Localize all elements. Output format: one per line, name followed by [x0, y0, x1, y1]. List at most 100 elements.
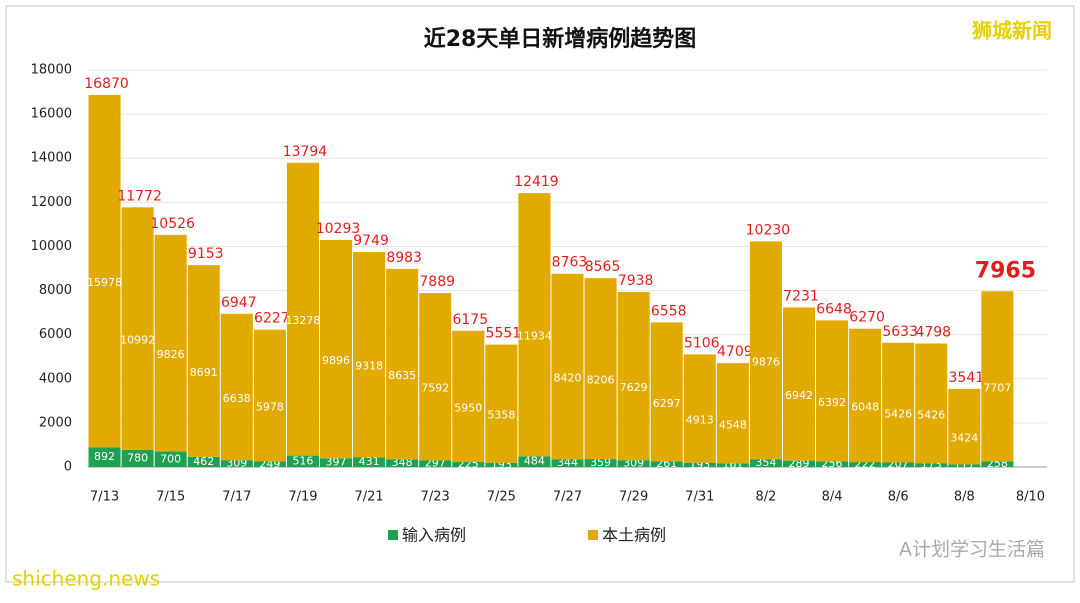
legend-swatch	[588, 530, 598, 540]
bar-segment	[584, 459, 617, 467]
x-tick-label: 8/2	[755, 490, 776, 505]
segment-label: 359	[590, 456, 611, 469]
segment-label: 6297	[653, 397, 681, 410]
x-tick-label: 7/25	[487, 490, 516, 505]
total-label: 3541	[949, 370, 985, 386]
segment-label: 6048	[851, 400, 879, 413]
y-tick-label: 14000	[31, 151, 72, 166]
bar-segment	[485, 462, 518, 467]
bar-segment	[88, 447, 121, 467]
total-label: 6648	[816, 301, 852, 317]
segment-label: 6392	[818, 396, 846, 409]
total-label: 8763	[552, 255, 588, 271]
bar-segment	[617, 291, 650, 461]
segment-label: 13278	[285, 314, 320, 327]
segment-label: 780	[127, 451, 148, 464]
segment-label: 892	[94, 450, 115, 463]
bar-segment	[253, 329, 286, 462]
segment-label: 354	[755, 456, 776, 469]
bar-segment	[353, 251, 386, 458]
legend-swatch	[388, 530, 398, 540]
x-tick-label: 8/8	[954, 490, 975, 505]
bar-segment	[584, 278, 617, 460]
segment-label: 397	[326, 456, 347, 469]
bar-segment	[981, 461, 1014, 467]
y-tick-label: 16000	[31, 107, 72, 122]
segment-label: 516	[292, 454, 313, 467]
segment-label: 6638	[223, 392, 251, 405]
y-tick-label: 6000	[39, 327, 72, 342]
bar-segment	[154, 451, 187, 467]
x-tick-label: 7/31	[685, 490, 714, 505]
total-label: 7965	[975, 258, 1036, 283]
total-label: 12419	[514, 174, 559, 190]
segment-label: 8420	[554, 372, 582, 385]
segment-label: 431	[359, 455, 380, 468]
y-tick-label: 18000	[31, 63, 72, 78]
bar-segment	[419, 460, 452, 467]
segment-label: 7707	[983, 381, 1011, 394]
segment-label: 5978	[256, 401, 284, 414]
total-label: 7938	[618, 273, 654, 289]
bar-segment	[88, 94, 121, 448]
segment-label: 9876	[752, 355, 780, 368]
segment-label: 5426	[884, 408, 912, 421]
chart-title: 近28天单日新增病例趋势图	[424, 26, 697, 52]
segment-label: 8206	[587, 374, 615, 387]
bar-segment	[782, 460, 816, 467]
total-label: 5551	[486, 326, 522, 342]
bar-segment	[716, 463, 749, 467]
total-label: 16870	[84, 76, 129, 92]
bar-segment	[683, 462, 716, 467]
total-label: 6227	[254, 311, 290, 327]
bar-segment	[253, 461, 286, 467]
bar-segment	[386, 268, 419, 460]
bar-segment	[617, 460, 650, 467]
x-tick-label: 8/10	[1016, 490, 1045, 505]
bar-segment	[452, 462, 485, 467]
x-tick-label: 7/21	[354, 490, 383, 505]
segment-label: 9318	[355, 360, 383, 373]
bar-segment	[882, 342, 915, 463]
bar-segment	[816, 320, 849, 462]
segment-label: 484	[524, 455, 545, 468]
x-tick-label: 7/15	[156, 490, 185, 505]
segment-label: 9896	[322, 354, 350, 367]
y-tick-label: 4000	[39, 371, 72, 386]
total-label: 8565	[585, 259, 621, 275]
bar-segment	[319, 458, 353, 467]
segment-label: 8635	[388, 369, 416, 382]
total-label: 10526	[150, 216, 195, 232]
bar-segment	[915, 343, 948, 464]
total-label: 9749	[353, 233, 389, 249]
total-label: 5633	[882, 324, 918, 340]
bar-segment	[816, 461, 849, 467]
segment-label: 3424	[950, 432, 978, 445]
bar-segment	[981, 291, 1014, 462]
x-tick-label: 7/17	[222, 490, 251, 505]
source: shicheng.news	[12, 567, 160, 591]
y-tick-label: 12000	[31, 195, 72, 210]
total-label: 13794	[283, 144, 328, 160]
bar-segment	[551, 273, 584, 460]
segment-label: 9826	[157, 348, 185, 361]
bar-segment	[353, 457, 386, 467]
bar-segment	[849, 462, 882, 467]
total-label: 10293	[316, 221, 361, 237]
bar-segment	[419, 293, 452, 461]
x-tick-label: 7/19	[288, 490, 317, 505]
y-tick-label: 10000	[31, 239, 72, 254]
segment-label: 5950	[454, 401, 482, 414]
bar-segment	[187, 265, 220, 457]
segment-label: 15978	[87, 276, 122, 289]
bar-segment	[154, 234, 187, 452]
bar-segment	[683, 354, 716, 463]
bar-segment	[452, 330, 485, 463]
y-tick-label: 0	[64, 460, 72, 475]
segment-label: 6942	[785, 389, 813, 402]
bar-segment	[220, 460, 253, 467]
segment-label: 5426	[917, 408, 945, 421]
brand: A计划学习生活篇	[899, 539, 1045, 561]
bar-segment	[551, 459, 584, 467]
bar-segment	[749, 241, 782, 460]
